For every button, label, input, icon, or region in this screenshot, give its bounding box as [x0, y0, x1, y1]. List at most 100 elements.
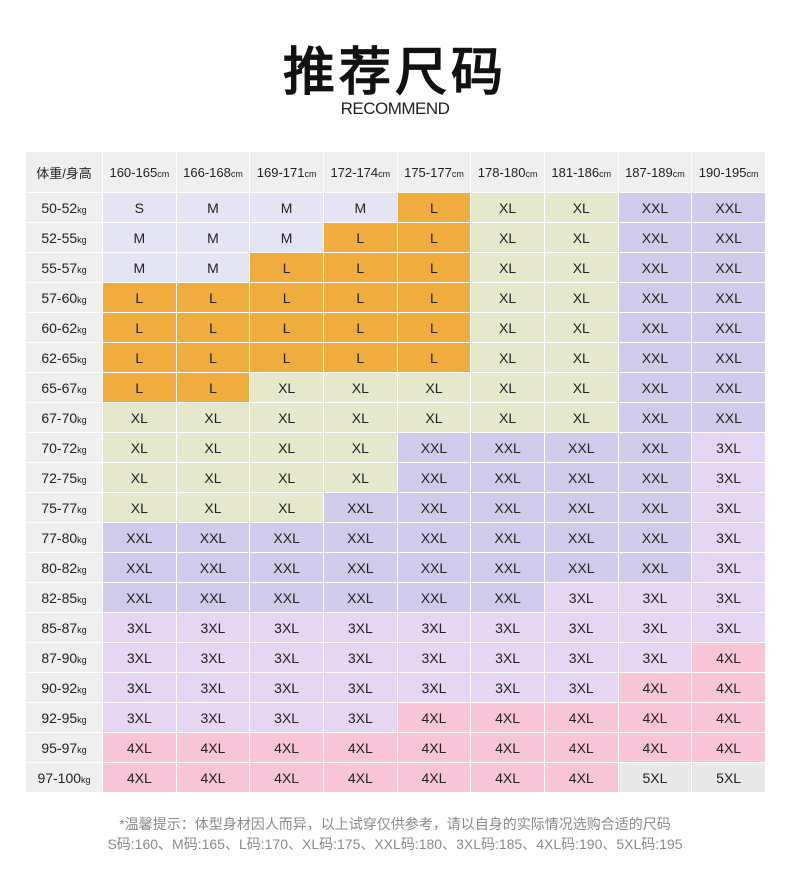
size-cell: XXL: [322, 552, 398, 583]
size-cell: 3XL: [322, 642, 398, 673]
size-cell: L: [322, 222, 398, 253]
size-cell: 3XL: [691, 612, 766, 643]
weight-unit: kg: [77, 594, 87, 605]
size-cell: XXL: [102, 522, 177, 553]
weight-unit: kg: [77, 204, 87, 215]
height-unit: cm: [746, 168, 759, 179]
size-cell: 3XL: [543, 612, 619, 643]
size-cell: 4XL: [175, 732, 251, 763]
table-row: 65-67kg L L XL XL XL XL XL XXL XXL: [25, 372, 766, 403]
size-cell: 4XL: [691, 732, 766, 763]
size-cell: L: [396, 342, 472, 373]
table-row: 85-87kg 3XL 3XL 3XL 3XL 3XL 3XL 3XL 3XL 3XL: [25, 612, 766, 643]
table-row: 80-82kg XXL XXL XXL XXL XXL XXL XXL XXL 3XL: [25, 552, 766, 583]
size-cell: 3XL: [691, 582, 766, 613]
size-cell: XXL: [396, 522, 472, 553]
weight-range: 55-57: [41, 259, 78, 276]
height-header: 172-174cm: [322, 151, 398, 193]
size-cell: 3XL: [249, 672, 324, 703]
weight-unit: kg: [77, 534, 87, 545]
height-header: 187-189cm: [617, 151, 693, 193]
size-cell: XL: [249, 462, 324, 493]
size-cell: 3XL: [543, 582, 619, 613]
size-cell: 3XL: [396, 642, 472, 673]
size-cell: 3XL: [691, 432, 766, 463]
weight-header: 80-82kg: [25, 552, 103, 583]
notes-size-heights: S码:160、M码:165、L码:170、XL码:175、XXL码:180、3X…: [107, 836, 683, 852]
weight-header: 60-62kg: [25, 312, 103, 343]
weight-header: 62-65kg: [25, 342, 103, 373]
size-cell: 4XL: [543, 762, 619, 793]
size-cell: 4XL: [102, 732, 177, 763]
size-cell: XXL: [691, 222, 766, 253]
size-cell: XL: [543, 372, 619, 403]
size-cell: XL: [102, 492, 177, 523]
weight-header: 57-60kg: [25, 282, 103, 313]
size-cell: XXL: [617, 312, 693, 343]
size-cell: 3XL: [470, 642, 545, 673]
size-cell: 3XL: [470, 612, 545, 643]
weight-header: 95-97kg: [25, 732, 103, 763]
size-cell: XXL: [470, 462, 545, 493]
size-cell: 4XL: [322, 762, 398, 793]
size-cell: 3XL: [175, 612, 251, 643]
size-chart-body: 50-52kg S M M M L XL XL XXL XXL 52-55kg M M M L L XL XL XX…: [25, 192, 766, 793]
size-cell: 4XL: [396, 732, 472, 763]
size-cell: 5XL: [617, 762, 693, 793]
weight-range: 57-60: [41, 289, 78, 306]
size-cell: XXL: [322, 522, 398, 553]
size-cell: XXL: [322, 492, 398, 523]
size-cell: 4XL: [617, 732, 693, 763]
size-cell: 3XL: [617, 612, 693, 643]
size-cell: M: [102, 252, 177, 283]
size-cell: XXL: [617, 492, 693, 523]
weight-range: 92-95: [41, 709, 78, 726]
size-cell: 4XL: [470, 732, 545, 763]
size-cell: XL: [470, 312, 545, 343]
size-cell: XL: [396, 402, 472, 433]
size-cell: 4XL: [691, 702, 766, 733]
weight-range: 60-62: [41, 319, 78, 336]
weight-range: 82-85: [41, 589, 78, 606]
size-cell: XL: [249, 432, 324, 463]
height-header: 169-171cm: [249, 151, 324, 193]
header-row: 体重/身高 160-165cm 166-168cm 169-171cm 172-174…: [25, 151, 766, 193]
table-row: 72-75kg XL XL XL XL XXL XXL XXL XXL 3XL: [25, 462, 766, 493]
size-cell: XXL: [691, 282, 766, 313]
size-cell: XL: [175, 402, 251, 433]
size-cell: XL: [543, 192, 619, 223]
size-cell: XL: [175, 462, 251, 493]
size-cell: S: [102, 192, 177, 223]
weight-unit: kg: [77, 564, 87, 575]
size-cell: XXL: [691, 402, 766, 433]
weight-header: 85-87kg: [25, 612, 103, 643]
size-cell: 5XL: [691, 762, 766, 793]
height-range: 169-171: [256, 164, 305, 180]
size-cell: XXL: [617, 462, 693, 493]
size-cell: XXL: [617, 192, 693, 223]
weight-unit: kg: [77, 324, 87, 335]
weight-unit: kg: [77, 264, 87, 275]
size-cell: XL: [543, 402, 619, 433]
height-range: 175-177: [404, 164, 452, 180]
size-cell: XL: [470, 402, 545, 433]
size-cell: L: [396, 222, 472, 253]
size-cell: L: [102, 372, 177, 403]
height-header: 190-195cm: [691, 151, 766, 193]
table-row: 57-60kg L L L L L XL XL XXL XXL: [25, 282, 766, 313]
size-cell: XL: [322, 462, 398, 493]
size-cell: L: [249, 252, 324, 283]
table-row: 62-65kg L L L L L XL XL XXL XXL: [25, 342, 766, 373]
size-cell: XXL: [543, 462, 619, 493]
weight-range: 72-75: [41, 469, 78, 486]
weight-header: 87-90kg: [25, 642, 103, 673]
height-unit: cm: [230, 168, 243, 179]
height-range: 160-165: [109, 164, 158, 180]
size-cell: XXL: [543, 552, 619, 583]
size-cell: 3XL: [102, 672, 177, 703]
size-cell: L: [322, 312, 398, 343]
size-cell: XXL: [396, 582, 472, 613]
weight-unit: kg: [77, 714, 87, 725]
height-range: 178-180: [477, 164, 526, 180]
size-cell: XXL: [617, 432, 693, 463]
